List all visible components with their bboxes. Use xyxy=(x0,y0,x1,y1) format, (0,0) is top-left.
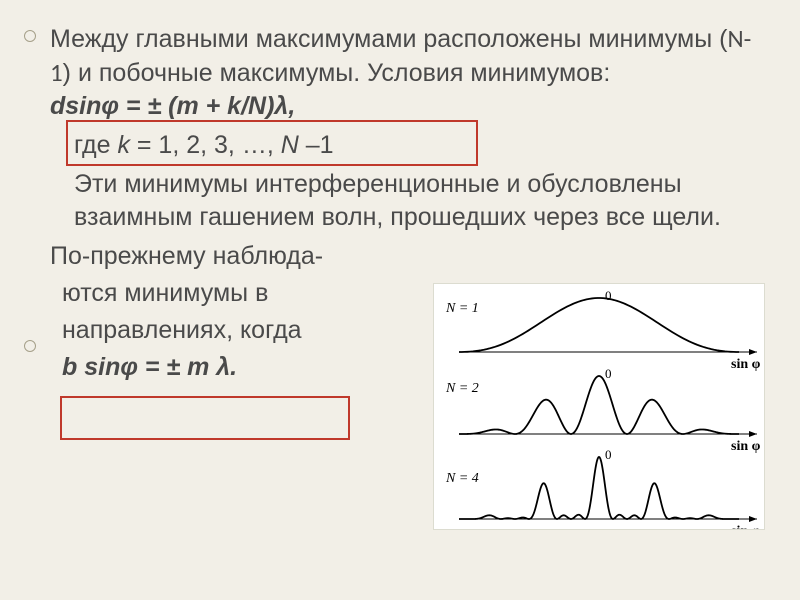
para-5: ются минимумы в xyxy=(62,277,380,310)
para-1: Между главными максимумами расположены м… xyxy=(50,22,770,123)
para-3: Эти минимумы интерференционные и обуслов… xyxy=(74,168,770,234)
p2-a: где xyxy=(74,131,117,159)
p1-b: ) и побочные максимумы. Условия минимумо… xyxy=(63,59,611,87)
diffraction-graph: 0 N = 1 sin φ 0 N = 2 sin φ 0 N = 4 sin φ xyxy=(433,283,765,530)
formula-2: b sinφ = ± m λ. xyxy=(62,353,237,381)
red-box-2 xyxy=(60,396,350,440)
p2-k: k xyxy=(117,131,130,159)
svg-text:sin φ: sin φ xyxy=(731,439,761,454)
svg-text:N = 1: N = 1 xyxy=(445,301,479,316)
svg-text:N = 2: N = 2 xyxy=(445,381,479,396)
para-4: По-прежнему наблюда- xyxy=(50,240,380,273)
svg-text:sin φ: sin φ xyxy=(731,357,761,372)
p2-n: N xyxy=(281,131,299,159)
para-2: где k = 1, 2, 3, …, N –1 xyxy=(74,129,770,162)
bullet-2 xyxy=(24,340,36,352)
p2-b: = 1, 2, 3, …, xyxy=(130,131,281,159)
p2-c: –1 xyxy=(299,131,334,159)
left-narrow-block: По-прежнему наблюда- ются минимумы в нап… xyxy=(50,240,380,384)
bullet-1 xyxy=(24,30,36,42)
svg-text:N = 4: N = 4 xyxy=(445,471,479,486)
p1-a: Между главными максимумами расположены м… xyxy=(50,25,727,53)
formula-2-wrap: b sinφ = ± m λ. xyxy=(62,351,380,384)
graph-svg: 0 N = 1 sin φ 0 N = 2 sin φ 0 N = 4 sin φ xyxy=(434,284,764,529)
svg-text:0: 0 xyxy=(605,366,612,381)
svg-text:sin φ: sin φ xyxy=(731,524,761,529)
para-6: направлениях, когда xyxy=(62,314,380,347)
slide: Между главными максимумами расположены м… xyxy=(0,0,800,600)
formula-1: dsinφ = ± (m + k/N)λ, xyxy=(50,92,295,120)
svg-text:0: 0 xyxy=(605,447,612,462)
svg-text:0: 0 xyxy=(605,288,612,303)
